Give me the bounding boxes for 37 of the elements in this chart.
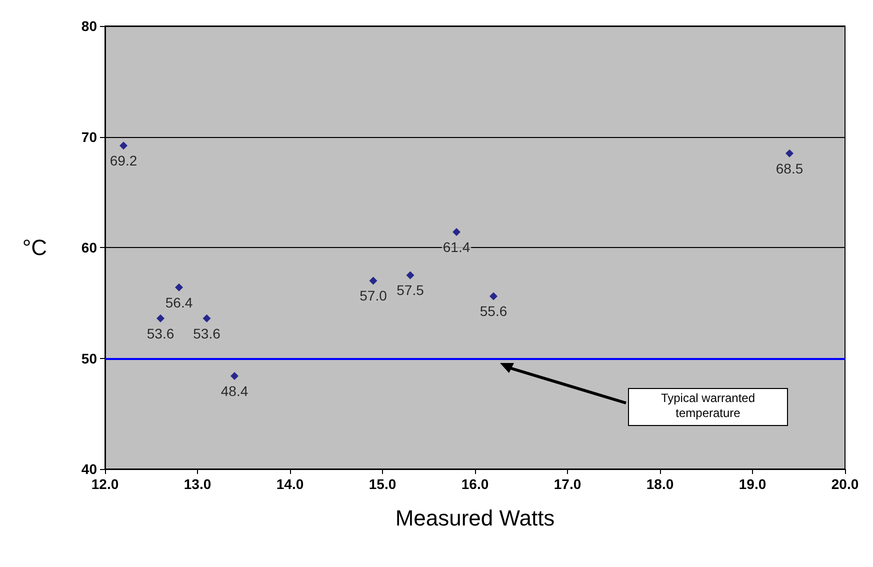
point: [156, 314, 164, 322]
x-tick-label: 12.0: [91, 476, 119, 492]
y-tick-label: 60: [81, 240, 98, 256]
x-tick-label: 19.0: [738, 476, 766, 492]
data-label: 48.4: [220, 382, 248, 399]
y-tick-label: 70: [81, 128, 98, 145]
point: [369, 276, 378, 285]
data-label: 53.6: [193, 325, 221, 342]
annotation: Typical warranted temperature: [660, 391, 756, 421]
x-axis-title: Measured Watts: [395, 506, 555, 530]
point: [175, 283, 183, 292]
point: [490, 292, 498, 300]
x-tick-label: 20.0: [831, 476, 859, 492]
point: [230, 372, 238, 380]
data-label: 57.0: [360, 288, 388, 304]
data-label: 69.2: [110, 152, 138, 169]
y-tick-label: 40: [81, 461, 98, 477]
data-label: 61.4: [442, 238, 470, 255]
data-label: 57.5: [396, 282, 424, 298]
x-tick-label: 14.0: [276, 476, 304, 492]
data-label: 56.4: [165, 294, 193, 310]
x-tick-label: 15.0: [368, 476, 396, 492]
point: [786, 149, 794, 158]
y-axis-title: °C: [22, 235, 48, 260]
point: [406, 271, 414, 280]
point: [120, 142, 128, 150]
x-tick-label: 18.0: [646, 476, 674, 492]
point: [202, 314, 211, 322]
y-tick-label: 80: [81, 18, 98, 34]
x-tick-label: 13.0: [184, 476, 212, 492]
data-label: 68.5: [776, 160, 804, 176]
point: [452, 228, 460, 236]
data-label: 55.6: [480, 303, 508, 320]
y-tick-label: 50: [81, 350, 98, 366]
x-tick-label: 17.0: [554, 476, 582, 492]
x-tick-label: 16.0: [461, 476, 489, 492]
data-label: 53.6: [146, 325, 174, 342]
